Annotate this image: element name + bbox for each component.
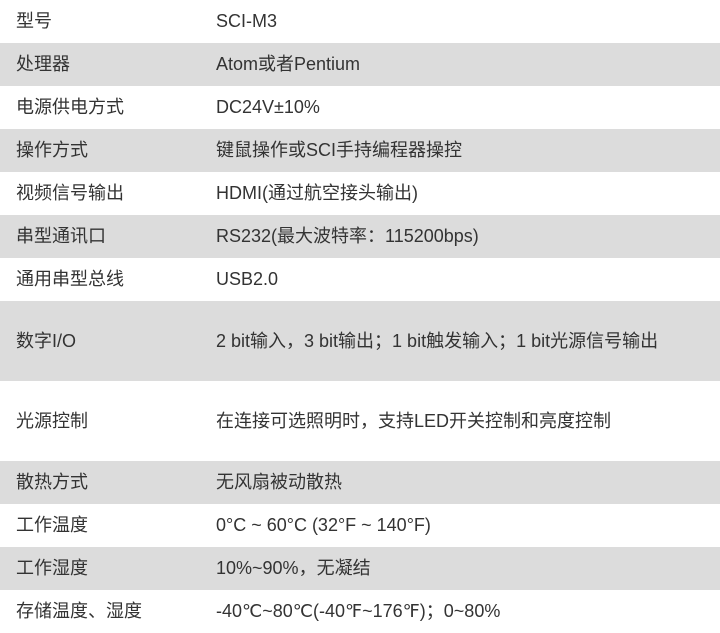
spec-label: 型号 <box>0 0 200 43</box>
table-row: 型号 SCI-M3 <box>0 0 720 43</box>
spec-label: 存储温度、湿度 <box>0 590 200 633</box>
table-row: 散热方式 无风扇被动散热 <box>0 461 720 504</box>
spec-label: 散热方式 <box>0 461 200 504</box>
spec-value: 无风扇被动散热 <box>200 461 720 504</box>
spec-value: 2 bit输入，3 bit输出；1 bit触发输入；1 bit光源信号输出 <box>200 301 720 381</box>
spec-table-body: 型号 SCI-M3 处理器 Atom或者Pentium 电源供电方式 DC24V… <box>0 0 720 633</box>
table-row: 光源控制 在连接可选照明时，支持LED开关控制和亮度控制 <box>0 381 720 461</box>
table-row: 工作湿度 10%~90%，无凝结 <box>0 547 720 590</box>
spec-value: SCI-M3 <box>200 0 720 43</box>
spec-value: USB2.0 <box>200 258 720 301</box>
spec-value: 0°C ~ 60°C (32°F ~ 140°F) <box>200 504 720 547</box>
table-row: 通用串型总线 USB2.0 <box>0 258 720 301</box>
table-row: 串型通讯口 RS232(最大波特率：115200bps) <box>0 215 720 258</box>
spec-label: 光源控制 <box>0 381 200 461</box>
spec-value: 10%~90%，无凝结 <box>200 547 720 590</box>
table-row: 存储温度、湿度 -40℃~80℃(-40℉~176℉)；0~80% <box>0 590 720 633</box>
table-row: 电源供电方式 DC24V±10% <box>0 86 720 129</box>
spec-label: 电源供电方式 <box>0 86 200 129</box>
spec-label: 工作温度 <box>0 504 200 547</box>
table-row: 操作方式 键鼠操作或SCI手持编程器操控 <box>0 129 720 172</box>
spec-value: HDMI(通过航空接头输出) <box>200 172 720 215</box>
spec-value: Atom或者Pentium <box>200 43 720 86</box>
spec-value: 在连接可选照明时，支持LED开关控制和亮度控制 <box>200 381 720 461</box>
table-row: 工作温度 0°C ~ 60°C (32°F ~ 140°F) <box>0 504 720 547</box>
table-row: 数字I/O 2 bit输入，3 bit输出；1 bit触发输入；1 bit光源信… <box>0 301 720 381</box>
spec-label: 串型通讯口 <box>0 215 200 258</box>
spec-table: 型号 SCI-M3 处理器 Atom或者Pentium 电源供电方式 DC24V… <box>0 0 720 633</box>
spec-value: DC24V±10% <box>200 86 720 129</box>
spec-value: -40℃~80℃(-40℉~176℉)；0~80% <box>200 590 720 633</box>
spec-value: 键鼠操作或SCI手持编程器操控 <box>200 129 720 172</box>
spec-label: 处理器 <box>0 43 200 86</box>
table-row: 处理器 Atom或者Pentium <box>0 43 720 86</box>
spec-label: 通用串型总线 <box>0 258 200 301</box>
spec-label: 数字I/O <box>0 301 200 381</box>
spec-label: 操作方式 <box>0 129 200 172</box>
spec-label: 工作湿度 <box>0 547 200 590</box>
spec-label: 视频信号输出 <box>0 172 200 215</box>
spec-value: RS232(最大波特率：115200bps) <box>200 215 720 258</box>
table-row: 视频信号输出 HDMI(通过航空接头输出) <box>0 172 720 215</box>
